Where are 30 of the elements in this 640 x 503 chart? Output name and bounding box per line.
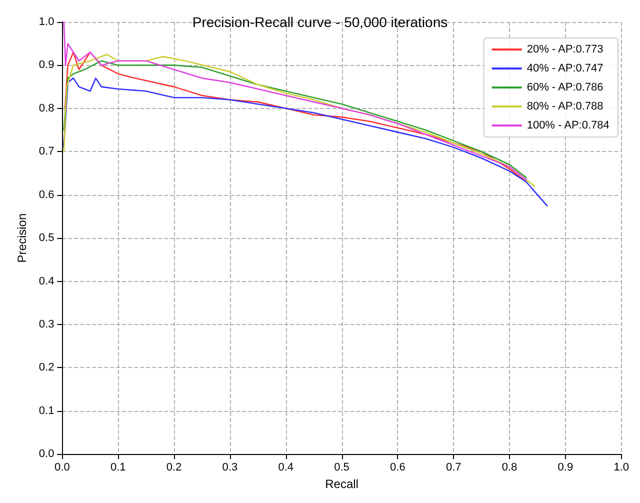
x-tick-label: 0.1 <box>110 462 126 474</box>
y-tick-label: 0.1 <box>38 404 54 417</box>
legend-label: 100% - AP:0.784 <box>526 120 610 132</box>
chart-title: Precision-Recall curve - 50,000 iterations <box>192 14 448 30</box>
legend-label: 40% - AP:0.747 <box>526 62 604 74</box>
x-tick-label: 1.0 <box>614 462 630 474</box>
x-tick-label: 0.7 <box>446 462 462 474</box>
y-tick-label: 0.7 <box>38 146 54 158</box>
x-axis-title: Recall <box>325 477 358 491</box>
legend-label: 60% - AP:0.786 <box>526 82 604 94</box>
y-tick-label: 0.0 <box>38 448 54 460</box>
x-tick-label: 0.2 <box>166 462 182 474</box>
y-tick-label: 0.2 <box>38 362 54 374</box>
x-tick-label: 0.5 <box>334 462 350 474</box>
x-tick-label: 0.4 <box>278 462 294 474</box>
y-tick-label: 0.3 <box>38 318 54 330</box>
y-tick-label: 0.6 <box>38 188 54 201</box>
legend-label: 20% - AP:0.773 <box>526 44 604 56</box>
y-tick-label: 0.4 <box>38 275 54 288</box>
x-tick-label: 0.8 <box>502 462 518 474</box>
x-tick-label: 0.6 <box>390 462 406 474</box>
y-tick-label: 0.5 <box>38 232 54 244</box>
x-tick-label: 0.9 <box>558 462 574 474</box>
y-tick-label: 1.0 <box>38 16 54 28</box>
y-tick-label: 0.8 <box>38 102 54 114</box>
y-tick-label: 0.9 <box>38 59 54 72</box>
x-tick-label: 0.3 <box>222 462 238 474</box>
legend-label: 80% - AP:0.788 <box>526 100 604 112</box>
y-axis-title: Precision <box>15 213 29 263</box>
x-tick-label: 0.0 <box>54 462 70 474</box>
